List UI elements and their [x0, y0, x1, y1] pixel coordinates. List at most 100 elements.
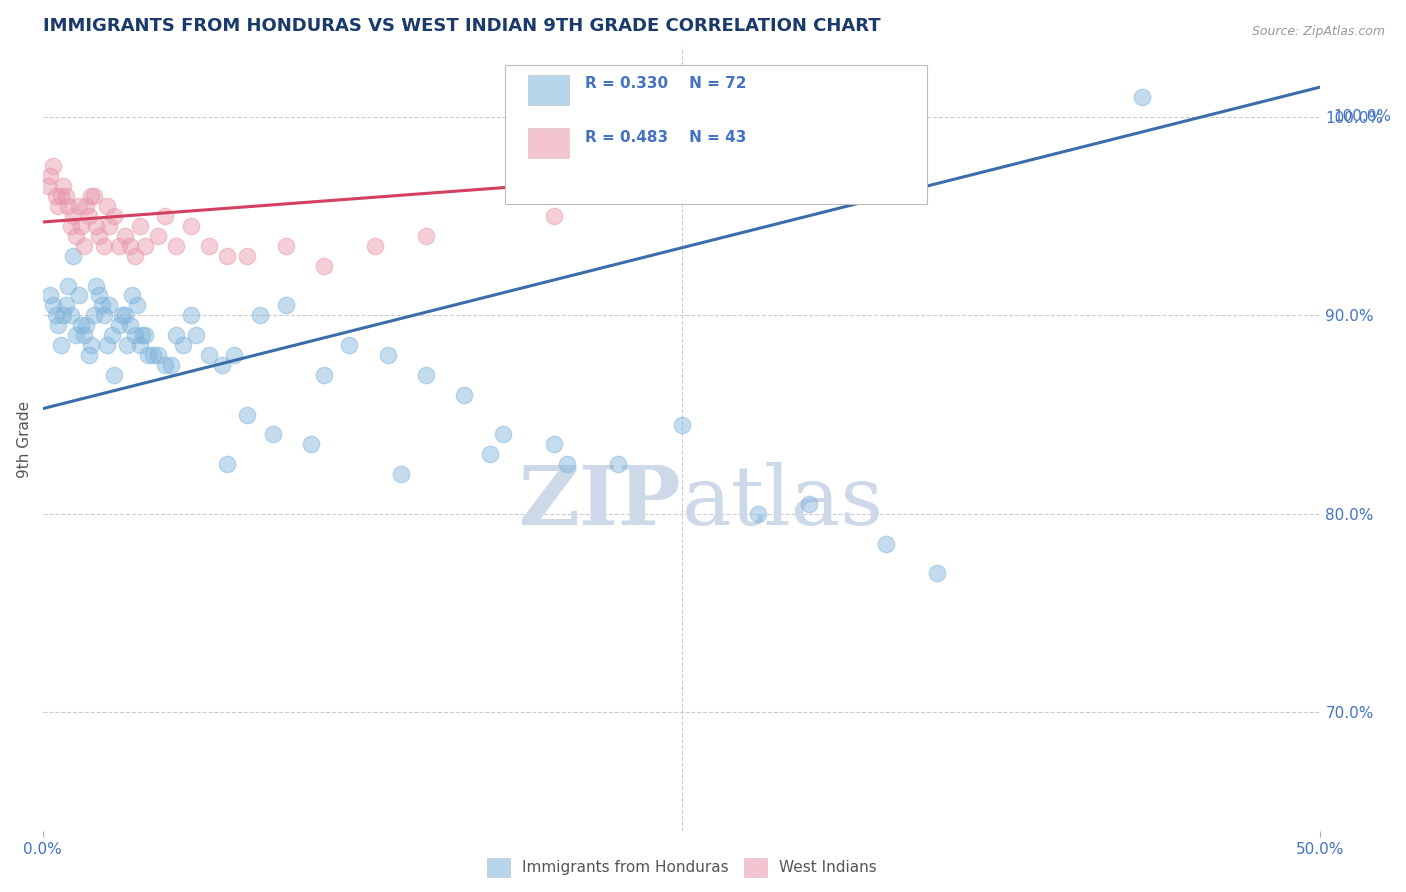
- Point: [339, 338, 361, 352]
- Point: [118, 239, 141, 253]
- Point: [96, 338, 118, 352]
- Point: [42, 160, 65, 174]
- Point: [453, 388, 475, 402]
- Point: [114, 228, 136, 243]
- Point: [98, 219, 121, 233]
- Point: [543, 209, 565, 223]
- Point: [224, 348, 246, 362]
- Point: [59, 219, 82, 233]
- Point: [77, 209, 100, 223]
- Point: [127, 298, 149, 312]
- Point: [184, 328, 207, 343]
- Point: [86, 278, 108, 293]
- Point: [58, 199, 80, 213]
- Point: [415, 368, 437, 382]
- Text: 100.0%: 100.0%: [1333, 110, 1391, 124]
- Text: R = 0.330    N = 72: R = 0.330 N = 72: [585, 76, 747, 91]
- Point: [249, 309, 271, 323]
- Point: [543, 437, 565, 451]
- Point: [118, 318, 141, 333]
- Point: [131, 328, 153, 343]
- Point: [274, 298, 297, 312]
- Point: [58, 278, 80, 293]
- Point: [124, 328, 146, 343]
- Text: atlas: atlas: [682, 462, 884, 542]
- Point: [111, 309, 134, 323]
- Point: [46, 199, 69, 213]
- Point: [103, 209, 125, 223]
- Point: [108, 239, 131, 253]
- Point: [389, 467, 412, 482]
- Point: [114, 309, 136, 323]
- Point: [80, 338, 103, 352]
- Point: [128, 338, 150, 352]
- Point: [124, 249, 146, 263]
- Point: [70, 318, 93, 333]
- Point: [155, 358, 177, 372]
- Point: [236, 249, 259, 263]
- Point: [52, 309, 75, 323]
- Point: [62, 209, 84, 223]
- Point: [80, 189, 103, 203]
- Point: [100, 328, 122, 343]
- Point: [274, 239, 297, 253]
- Text: ZIP: ZIP: [519, 462, 682, 542]
- Point: [165, 328, 187, 343]
- Point: [45, 309, 67, 323]
- Point: [312, 368, 335, 382]
- Point: [134, 328, 156, 343]
- Point: [211, 358, 233, 372]
- Point: [172, 338, 194, 352]
- Point: [87, 228, 110, 243]
- Point: [70, 219, 93, 233]
- Point: [37, 179, 59, 194]
- Point: [39, 169, 62, 184]
- Point: [59, 309, 82, 323]
- Point: [67, 288, 90, 302]
- Point: [67, 199, 90, 213]
- Point: [55, 189, 77, 203]
- Point: [73, 328, 96, 343]
- Point: [180, 309, 202, 323]
- Point: [83, 309, 105, 323]
- Point: [83, 189, 105, 203]
- FancyBboxPatch shape: [505, 64, 927, 204]
- Point: [65, 228, 87, 243]
- Point: [415, 228, 437, 243]
- Point: [55, 298, 77, 312]
- Point: [262, 427, 284, 442]
- Point: [93, 309, 115, 323]
- Point: [377, 348, 399, 362]
- Point: [927, 566, 949, 581]
- Point: [90, 298, 112, 312]
- Point: [87, 288, 110, 302]
- Point: [799, 497, 821, 511]
- Point: [875, 536, 897, 550]
- Point: [49, 338, 72, 352]
- Text: R = 0.483    N = 43: R = 0.483 N = 43: [585, 130, 745, 145]
- Point: [77, 348, 100, 362]
- Point: [96, 199, 118, 213]
- Point: [671, 417, 693, 432]
- Bar: [529, 128, 569, 158]
- Point: [98, 298, 121, 312]
- Point: [142, 348, 165, 362]
- Text: Source: ZipAtlas.com: Source: ZipAtlas.com: [1251, 25, 1385, 38]
- Point: [39, 288, 62, 302]
- Point: [134, 239, 156, 253]
- Point: [747, 507, 769, 521]
- Point: [159, 358, 181, 372]
- Point: [115, 338, 138, 352]
- Point: [45, 189, 67, 203]
- Point: [478, 447, 501, 461]
- Point: [75, 318, 97, 333]
- Point: [86, 219, 108, 233]
- Point: [555, 457, 578, 471]
- Point: [136, 348, 159, 362]
- Point: [1130, 90, 1153, 104]
- Text: IMMIGRANTS FROM HONDURAS VS WEST INDIAN 9TH GRADE CORRELATION CHART: IMMIGRANTS FROM HONDURAS VS WEST INDIAN …: [42, 17, 880, 35]
- Bar: [529, 75, 569, 104]
- Point: [236, 408, 259, 422]
- Point: [128, 219, 150, 233]
- Point: [75, 199, 97, 213]
